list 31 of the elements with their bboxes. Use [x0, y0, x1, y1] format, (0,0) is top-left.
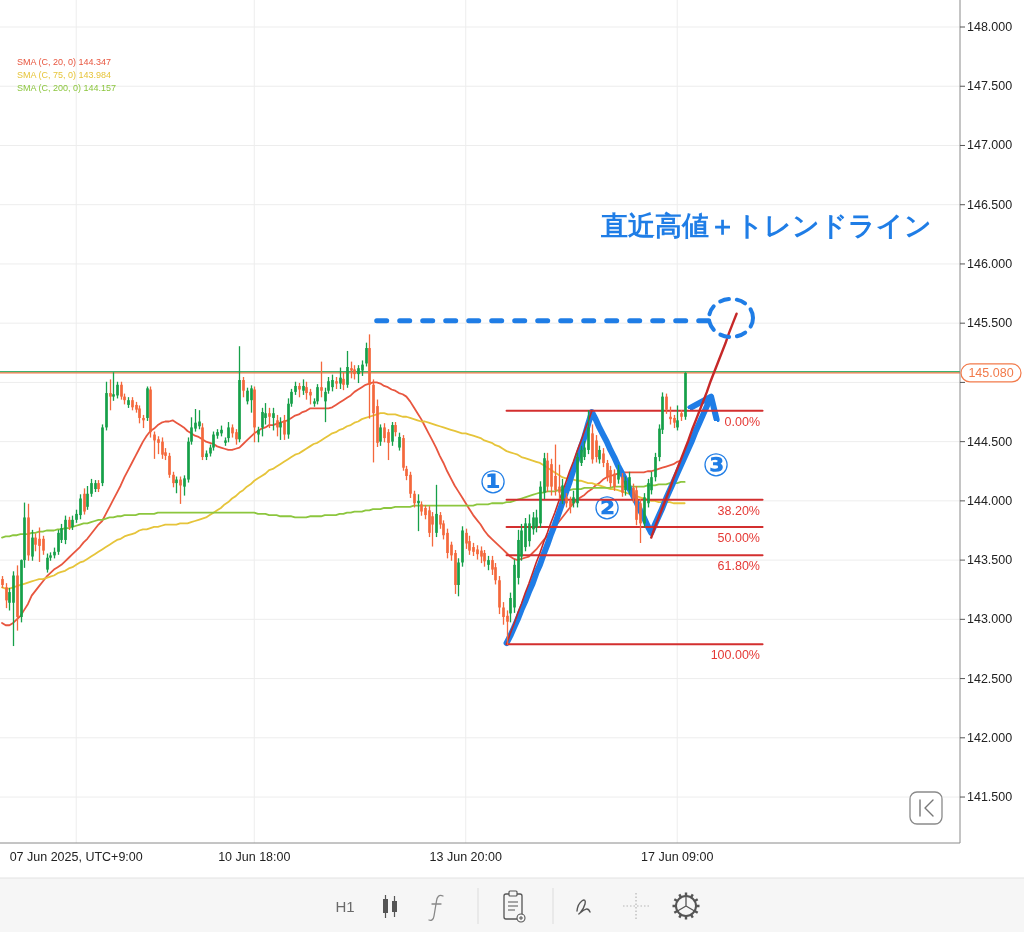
y-tick-label: 144.500	[967, 434, 1013, 449]
x-tick-label: 07 Jun 2025, UTC+9:00	[9, 850, 143, 864]
y-tick-label: 146.500	[967, 197, 1013, 212]
annotation: 0.00%	[724, 414, 760, 429]
y-tick-label: 143.500	[967, 553, 1013, 568]
text: SMA (C, 200, 0) 144.157	[17, 83, 117, 93]
y-tick-label: 143.000	[967, 612, 1013, 627]
annotation: 50.00%	[717, 530, 760, 545]
text: H1	[335, 897, 355, 915]
x-tick-label: 13 Jun 20:00	[429, 850, 502, 864]
text: 145.080	[968, 365, 1014, 380]
annotation: 100.00%	[710, 648, 760, 663]
x-tick-label: 10 Jun 18:00	[218, 850, 291, 864]
text: 直近高値＋トレンドライン	[599, 211, 932, 241]
text: SMA (C, 20, 0) 144.347	[17, 57, 112, 67]
x-tick-label: 17 Jun 09:00	[641, 850, 714, 864]
y-tick-label: 147.000	[967, 138, 1013, 153]
y-tick-label: 142.000	[967, 730, 1013, 745]
annotation: ③	[702, 447, 730, 483]
text: SMA (C, 75, 0) 143.984	[17, 70, 112, 80]
annotation: ①	[479, 464, 507, 500]
y-tick-label: 142.500	[967, 671, 1013, 686]
y-tick-label: 148.000	[967, 20, 1013, 35]
annotation: 61.80%	[717, 559, 760, 574]
annotation: ②	[593, 490, 621, 526]
y-tick-label: 144.000	[967, 493, 1013, 508]
y-tick-label: 147.500	[967, 79, 1013, 94]
y-tick-label: 146.000	[967, 256, 1013, 271]
y-tick-label: 141.500	[967, 790, 1013, 805]
y-tick-label: 145.500	[967, 316, 1013, 331]
annotation: 38.20%	[717, 503, 760, 518]
